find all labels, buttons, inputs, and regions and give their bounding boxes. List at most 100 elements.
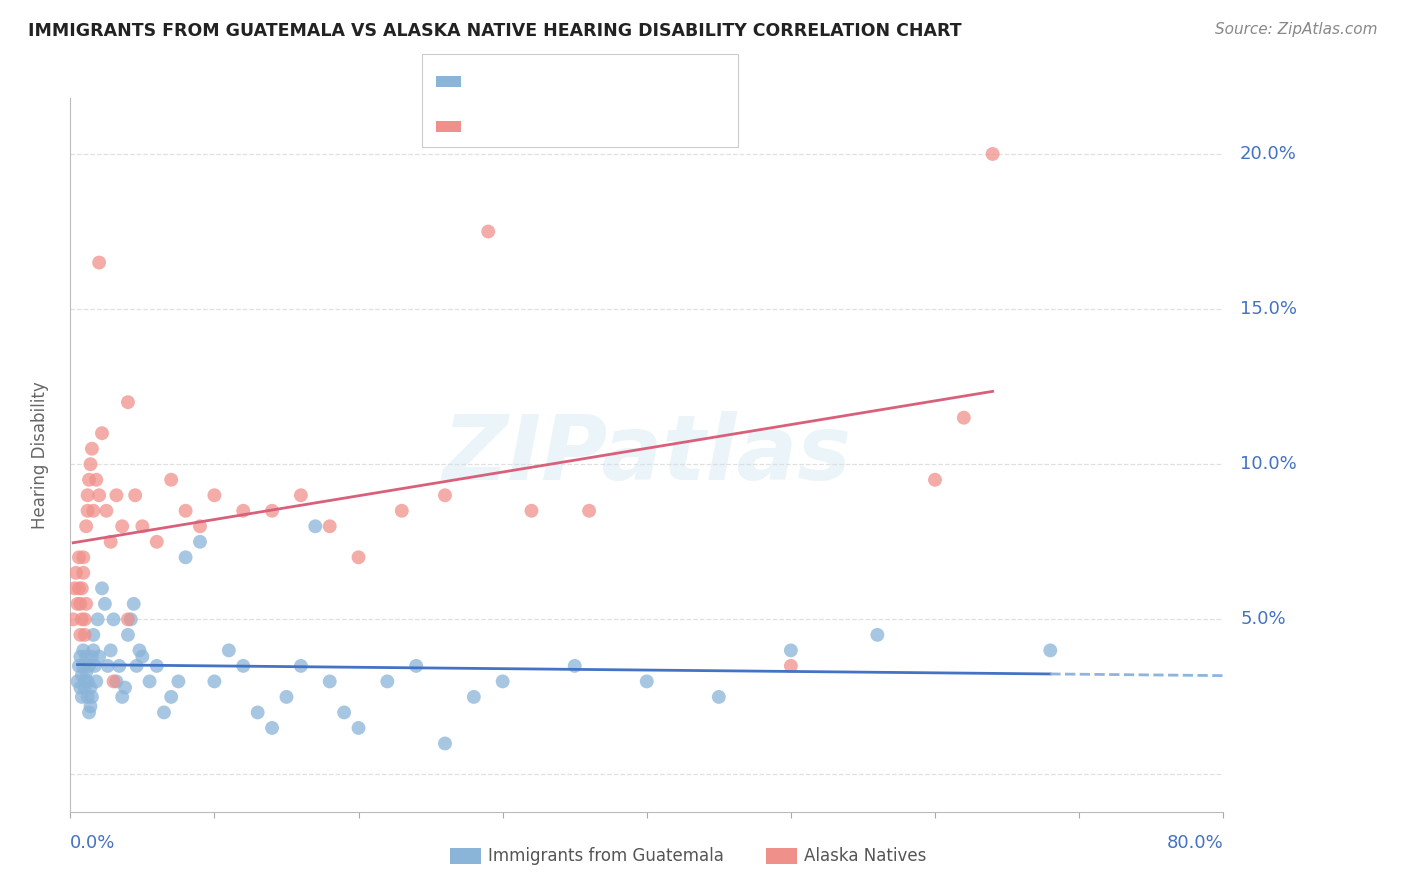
Point [290,659,312,673]
Text: 0.0%: 0.0% [70,834,115,852]
Point [75,649,97,664]
Point [67,659,90,673]
Point [97,659,120,673]
Point [347,721,370,735]
Point [84,473,107,487]
Point [77,706,100,720]
Point [111,690,134,704]
Point [138,674,160,689]
Y-axis label: Hearing Disability: Hearing Disability [31,381,49,529]
Text: 54: 54 [591,118,616,136]
Point [76,674,98,689]
Point [866,628,889,642]
Point [87,649,111,664]
Point [105,674,128,689]
Point [953,410,976,425]
Point [86,612,108,626]
Point [103,674,125,689]
Point [232,659,254,673]
Point [120,612,142,626]
Point [564,659,586,673]
Point [69,628,91,642]
Point [520,504,543,518]
Point [174,550,197,565]
Text: Source: ZipAtlas.com: Source: ZipAtlas.com [1215,22,1378,37]
Text: Immigrants from Guatemala: Immigrants from Guatemala [488,847,724,865]
Point [405,659,427,673]
Point [117,628,139,642]
Point [62,612,84,626]
Point [117,395,139,409]
Point [347,550,370,565]
Point [924,473,946,487]
Point [96,504,118,518]
Point [69,597,91,611]
Point [636,674,658,689]
Point [204,488,226,502]
Point [100,643,122,657]
Text: R =: R = [467,118,506,136]
Point [153,706,176,720]
Point [67,582,90,596]
Point [246,706,269,720]
Point [77,473,100,487]
Text: 80.0%: 80.0% [1167,834,1223,852]
Point [82,628,104,642]
Point [69,681,91,695]
Point [72,643,94,657]
Point [146,659,169,673]
Point [76,488,98,502]
Point [84,674,107,689]
Point [72,550,94,565]
Point [124,488,146,502]
Point [262,721,284,735]
Point [87,488,111,502]
Point [73,681,96,695]
Point [66,597,89,611]
Point [72,659,94,673]
Point [79,457,101,471]
Point [79,699,101,714]
Point [75,519,97,533]
Point [79,681,101,695]
Point [131,649,153,664]
Text: Alaska Natives: Alaska Natives [804,847,927,865]
Point [707,690,730,704]
Point [333,706,356,720]
Point [87,255,111,269]
Point [80,690,103,704]
Point [67,550,90,565]
Point [160,690,183,704]
Point [218,643,240,657]
Point [72,566,94,580]
Point [477,225,499,239]
Point [75,665,97,679]
Point [262,504,284,518]
Point [82,504,104,518]
Point [117,612,139,626]
Point [318,519,342,533]
Point [73,628,96,642]
Point [76,690,98,704]
Point [779,659,801,673]
Point [76,504,98,518]
Point [114,681,136,695]
Point [174,504,197,518]
Point [391,504,413,518]
Point [434,488,457,502]
Point [75,597,97,611]
Point [80,649,103,664]
Point [91,426,114,441]
Text: N =: N = [562,118,602,136]
Point [131,519,153,533]
Text: 20.0%: 20.0% [1240,145,1296,163]
Point [83,659,105,673]
Point [77,659,100,673]
Point [91,582,114,596]
Point [70,582,93,596]
Point [70,612,93,626]
Text: 0.064: 0.064 [495,72,551,91]
Text: N =: N = [562,72,602,91]
Point [318,674,342,689]
Point [66,674,89,689]
